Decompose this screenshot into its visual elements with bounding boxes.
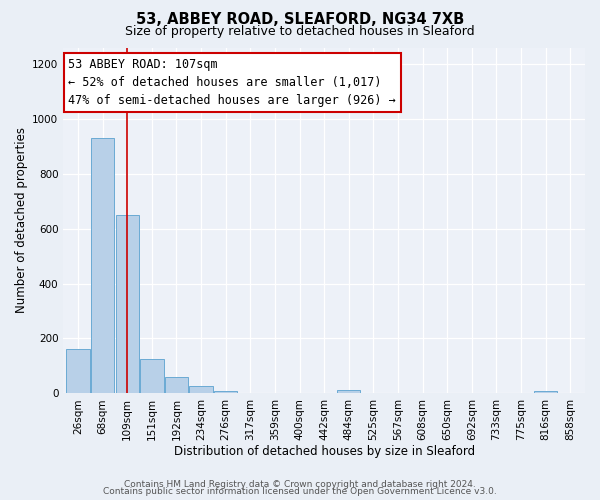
Bar bbox=[67, 350, 90, 394]
Bar bbox=[190, 386, 213, 394]
Bar bbox=[140, 359, 164, 394]
Text: 53 ABBEY ROAD: 107sqm
← 52% of detached houses are smaller (1,017)
47% of semi-d: 53 ABBEY ROAD: 107sqm ← 52% of detached … bbox=[68, 58, 396, 107]
X-axis label: Distribution of detached houses by size in Sleaford: Distribution of detached houses by size … bbox=[173, 444, 475, 458]
Text: Contains public sector information licensed under the Open Government Licence v3: Contains public sector information licen… bbox=[103, 488, 497, 496]
Y-axis label: Number of detached properties: Number of detached properties bbox=[15, 128, 28, 314]
Bar bbox=[534, 391, 557, 394]
Bar bbox=[337, 390, 361, 394]
Bar bbox=[214, 390, 238, 394]
Bar bbox=[165, 378, 188, 394]
Bar bbox=[116, 215, 139, 394]
Text: Size of property relative to detached houses in Sleaford: Size of property relative to detached ho… bbox=[125, 25, 475, 38]
Text: Contains HM Land Registry data © Crown copyright and database right 2024.: Contains HM Land Registry data © Crown c… bbox=[124, 480, 476, 489]
Bar bbox=[91, 138, 115, 394]
Text: 53, ABBEY ROAD, SLEAFORD, NG34 7XB: 53, ABBEY ROAD, SLEAFORD, NG34 7XB bbox=[136, 12, 464, 28]
